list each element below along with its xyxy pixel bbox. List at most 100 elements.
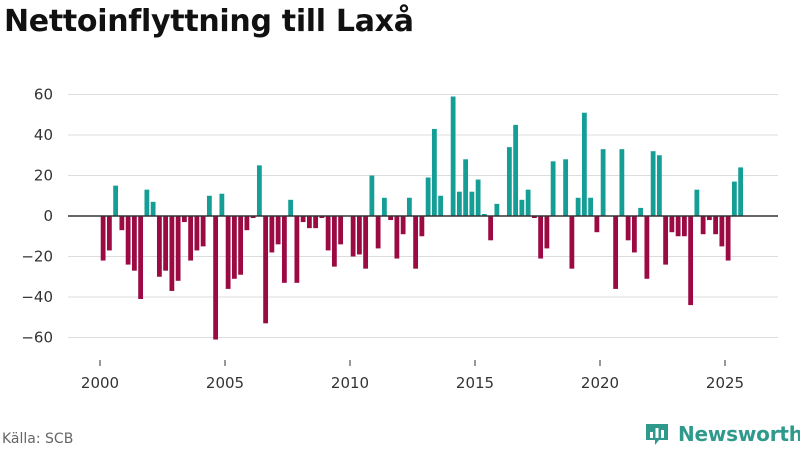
bar (381, 197, 387, 216)
bar (375, 216, 381, 249)
bar (113, 185, 119, 216)
bar (181, 216, 187, 223)
bar (388, 216, 394, 221)
bar (681, 216, 687, 237)
bar (569, 216, 575, 269)
bar (156, 216, 162, 277)
bar (275, 216, 281, 245)
bar (513, 124, 519, 216)
bar (731, 181, 737, 216)
y-tick-label: 20 (34, 167, 53, 185)
bar (413, 216, 419, 269)
bar (169, 216, 175, 291)
bar (694, 189, 700, 216)
bar (669, 216, 675, 233)
bar (488, 216, 494, 241)
bar (531, 216, 537, 219)
bar (256, 165, 262, 216)
bar (619, 149, 625, 216)
bar (213, 216, 219, 340)
grid-lines (68, 94, 778, 338)
y-tick-label: −60 (21, 329, 53, 347)
bar (175, 216, 181, 281)
x-tick-label: 2025 (706, 374, 744, 392)
bar (363, 216, 369, 269)
bar (288, 199, 294, 216)
x-tick-label: 2020 (581, 374, 619, 392)
bar (431, 128, 437, 216)
bar-chart-logo-icon (646, 424, 668, 445)
bar (281, 216, 287, 283)
bar (719, 216, 725, 247)
bar (600, 149, 606, 216)
bar (675, 216, 681, 237)
y-tick-label: 40 (34, 126, 53, 144)
bar (119, 216, 125, 231)
bar (575, 197, 581, 216)
bar (700, 216, 706, 235)
bar (356, 216, 362, 255)
bar (300, 216, 306, 223)
bar (469, 191, 475, 216)
bar (244, 216, 250, 231)
brand-name: Newsworthy (678, 422, 800, 446)
bar (538, 216, 544, 259)
bar (713, 216, 719, 235)
bar (656, 155, 662, 216)
bar (419, 216, 425, 237)
bar (475, 179, 481, 216)
bar (400, 216, 406, 235)
bar (406, 197, 412, 216)
bar (150, 201, 156, 216)
bar (625, 216, 631, 241)
bar (325, 216, 331, 251)
bar (194, 216, 200, 251)
bar (644, 216, 650, 279)
bar (738, 167, 744, 216)
bar (138, 216, 144, 300)
bar (331, 216, 337, 267)
bar (463, 159, 469, 216)
bar (269, 216, 275, 253)
bar (338, 216, 344, 245)
bar (238, 216, 244, 275)
bar (100, 216, 106, 261)
bar (456, 191, 462, 216)
bar (631, 216, 637, 253)
x-tick-label: 2005 (206, 374, 244, 392)
y-tick-label: 0 (43, 207, 53, 225)
bar (663, 216, 669, 265)
bar (125, 216, 131, 265)
chart-title: Nettoinflyttning till Laxå (4, 4, 414, 39)
bars (100, 96, 744, 340)
source-label: Källa: SCB (2, 431, 74, 447)
bar (688, 216, 694, 306)
bar (494, 203, 500, 216)
bar (725, 216, 731, 261)
bar (313, 216, 319, 229)
bar (200, 216, 206, 247)
bar (131, 216, 137, 271)
newsworthy-logo[interactable]: Newsworthy (644, 421, 800, 447)
bar (525, 189, 531, 216)
bar (650, 151, 656, 216)
bar (163, 216, 169, 271)
bar (588, 197, 594, 216)
bar (188, 216, 194, 261)
x-tick-label: 2010 (331, 374, 369, 392)
y-tick-label: −40 (21, 288, 53, 306)
bar (219, 193, 225, 216)
bar (250, 216, 256, 219)
bar (394, 216, 400, 259)
bar (438, 195, 444, 216)
bar (144, 189, 150, 216)
y-axis: −60 −40 −20 0 20 40 60 (21, 86, 53, 347)
bar (506, 147, 512, 216)
bar (638, 207, 644, 216)
x-tick-label: 2015 (456, 374, 494, 392)
bar (594, 216, 600, 233)
y-tick-label: 60 (34, 86, 53, 104)
bar (450, 96, 456, 216)
bar (225, 216, 231, 289)
